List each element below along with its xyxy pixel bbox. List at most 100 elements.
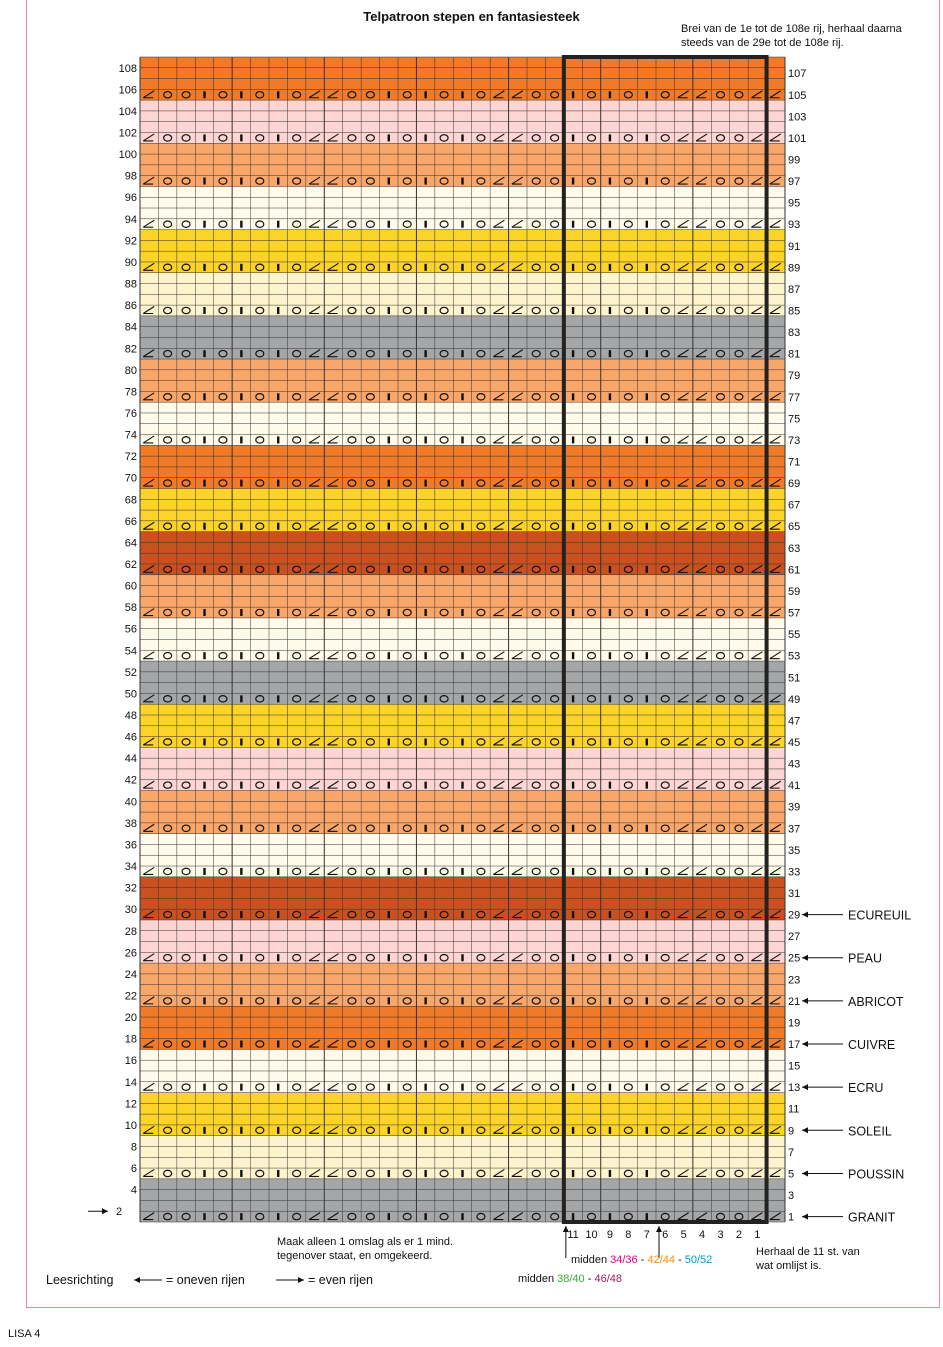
decrease-symbol: [493, 564, 505, 573]
yarn-over-symbol: [402, 695, 412, 703]
bar-symbol: [203, 954, 206, 962]
yarn-over-symbol: [255, 177, 265, 185]
yarn-over-symbol: [550, 1126, 560, 1135]
decrease-symbol: [308, 953, 321, 962]
yarn-over-symbol: [218, 997, 228, 1005]
yarn-over-symbol: [181, 392, 191, 401]
yarn-over-symbol: [531, 565, 541, 574]
decrease-symbol: [511, 823, 524, 832]
bar-symbol: [424, 695, 427, 703]
bar-symbol: [608, 695, 612, 703]
yarn-over-symbol: [181, 781, 191, 789]
decrease-symbol: [695, 133, 708, 142]
decrease-symbol: [142, 910, 155, 919]
decrease-symbol: [751, 133, 763, 142]
yarn-over-symbol: [402, 220, 412, 228]
oneven-legend: = oneven rijen: [166, 1273, 245, 1287]
row-number-right: 99: [788, 154, 800, 166]
color-name-abricot: ABRICOT: [848, 995, 904, 1009]
row-number-left: 80: [125, 365, 137, 377]
yarn-over-symbol: [476, 177, 486, 185]
row-number-left: 36: [125, 839, 137, 851]
decrease-symbol: [142, 780, 155, 789]
yarn-over-symbol: [163, 867, 173, 876]
bar-symbol: [277, 177, 280, 185]
yarn-over-symbol: [163, 565, 173, 574]
bar-symbol: [240, 306, 243, 314]
decrease-symbol: [769, 262, 782, 271]
decrease-symbol: [142, 608, 155, 617]
bar-symbol: [645, 997, 648, 1005]
bar-symbol: [387, 522, 390, 530]
bar-symbol: [240, 522, 243, 530]
yarn-over-symbol: [586, 263, 597, 272]
decrease-symbol: [327, 1168, 339, 1178]
bar-symbol: [571, 177, 575, 185]
yarn-over-symbol: [623, 1212, 633, 1221]
bar-symbol: [645, 1126, 648, 1134]
bar-symbol: [424, 1169, 427, 1177]
decrease-symbol: [142, 90, 155, 99]
yarn-over-symbol: [623, 1083, 633, 1091]
decrease-symbol: [308, 1212, 321, 1221]
decrease-symbol: [308, 694, 321, 703]
yarn-over-symbol: [715, 522, 726, 531]
yarn-over-symbol: [586, 349, 597, 358]
bar-symbol: [461, 824, 464, 832]
decrease-symbol: [493, 737, 505, 746]
yarn-over-symbol: [586, 220, 597, 228]
decrease-symbol: [511, 780, 524, 789]
decrease-symbol: [677, 651, 689, 660]
decrease-symbol: [308, 90, 321, 99]
bar-symbol: [387, 1213, 390, 1221]
row-number-left: 44: [125, 753, 137, 765]
yarn-over-symbol: [181, 1126, 191, 1135]
bar-symbol: [424, 565, 427, 573]
yarn-over-symbol: [218, 824, 228, 833]
row-number-left: 32: [125, 883, 137, 895]
row-number-right: 19: [788, 1017, 800, 1029]
bar-symbol: [645, 824, 648, 832]
row-number-right: 25: [788, 953, 800, 965]
decrease-symbol: [751, 1082, 763, 1091]
yarn-over-symbol: [365, 651, 375, 660]
decrease-symbol: [493, 306, 505, 315]
yarn-over-symbol: [347, 177, 357, 185]
row-number-left: 38: [125, 818, 137, 830]
yarn-over-symbol: [163, 436, 173, 444]
bar-symbol: [424, 1126, 427, 1134]
yarn-over-symbol: [347, 1212, 357, 1221]
decrease-symbol: [493, 1168, 505, 1178]
yarn-over-symbol: [715, 1169, 726, 1178]
decrease-symbol: [142, 521, 155, 530]
decrease-symbol: [308, 996, 321, 1005]
yarn-over-symbol: [586, 824, 597, 833]
row-number-left: 46: [125, 732, 137, 744]
yarn-over-symbol: [255, 90, 265, 99]
legend-arrow-head: [802, 1213, 808, 1220]
decrease-symbol: [308, 1125, 321, 1134]
decrease-symbol: [327, 694, 339, 703]
bar-symbol: [608, 867, 612, 875]
bar-symbol: [277, 350, 280, 358]
yarn-over-symbol: [255, 392, 265, 401]
decrease-symbol: [142, 478, 155, 487]
yarn-over-symbol: [402, 738, 412, 746]
yarn-over-symbol: [402, 565, 412, 574]
bar-symbol: [387, 306, 390, 314]
yarn-over-symbol: [181, 608, 191, 617]
yarn-over-symbol: [163, 1126, 173, 1135]
yarn-over-symbol: [660, 997, 670, 1005]
decrease-symbol: [695, 1082, 708, 1091]
row-number-left: 66: [125, 516, 137, 528]
row-number-right: 73: [788, 435, 800, 447]
yarn-over-symbol: [439, 953, 449, 962]
decrease-symbol: [308, 910, 321, 919]
decrease-symbol: [769, 737, 782, 746]
yarn-over-symbol: [734, 479, 744, 487]
row-number-left: 18: [125, 1034, 137, 1046]
yarn-over-symbol: [660, 953, 670, 962]
row-number-right: 7: [788, 1147, 794, 1159]
row-number-left: 40: [125, 796, 137, 808]
yarn-over-symbol: [715, 479, 726, 487]
